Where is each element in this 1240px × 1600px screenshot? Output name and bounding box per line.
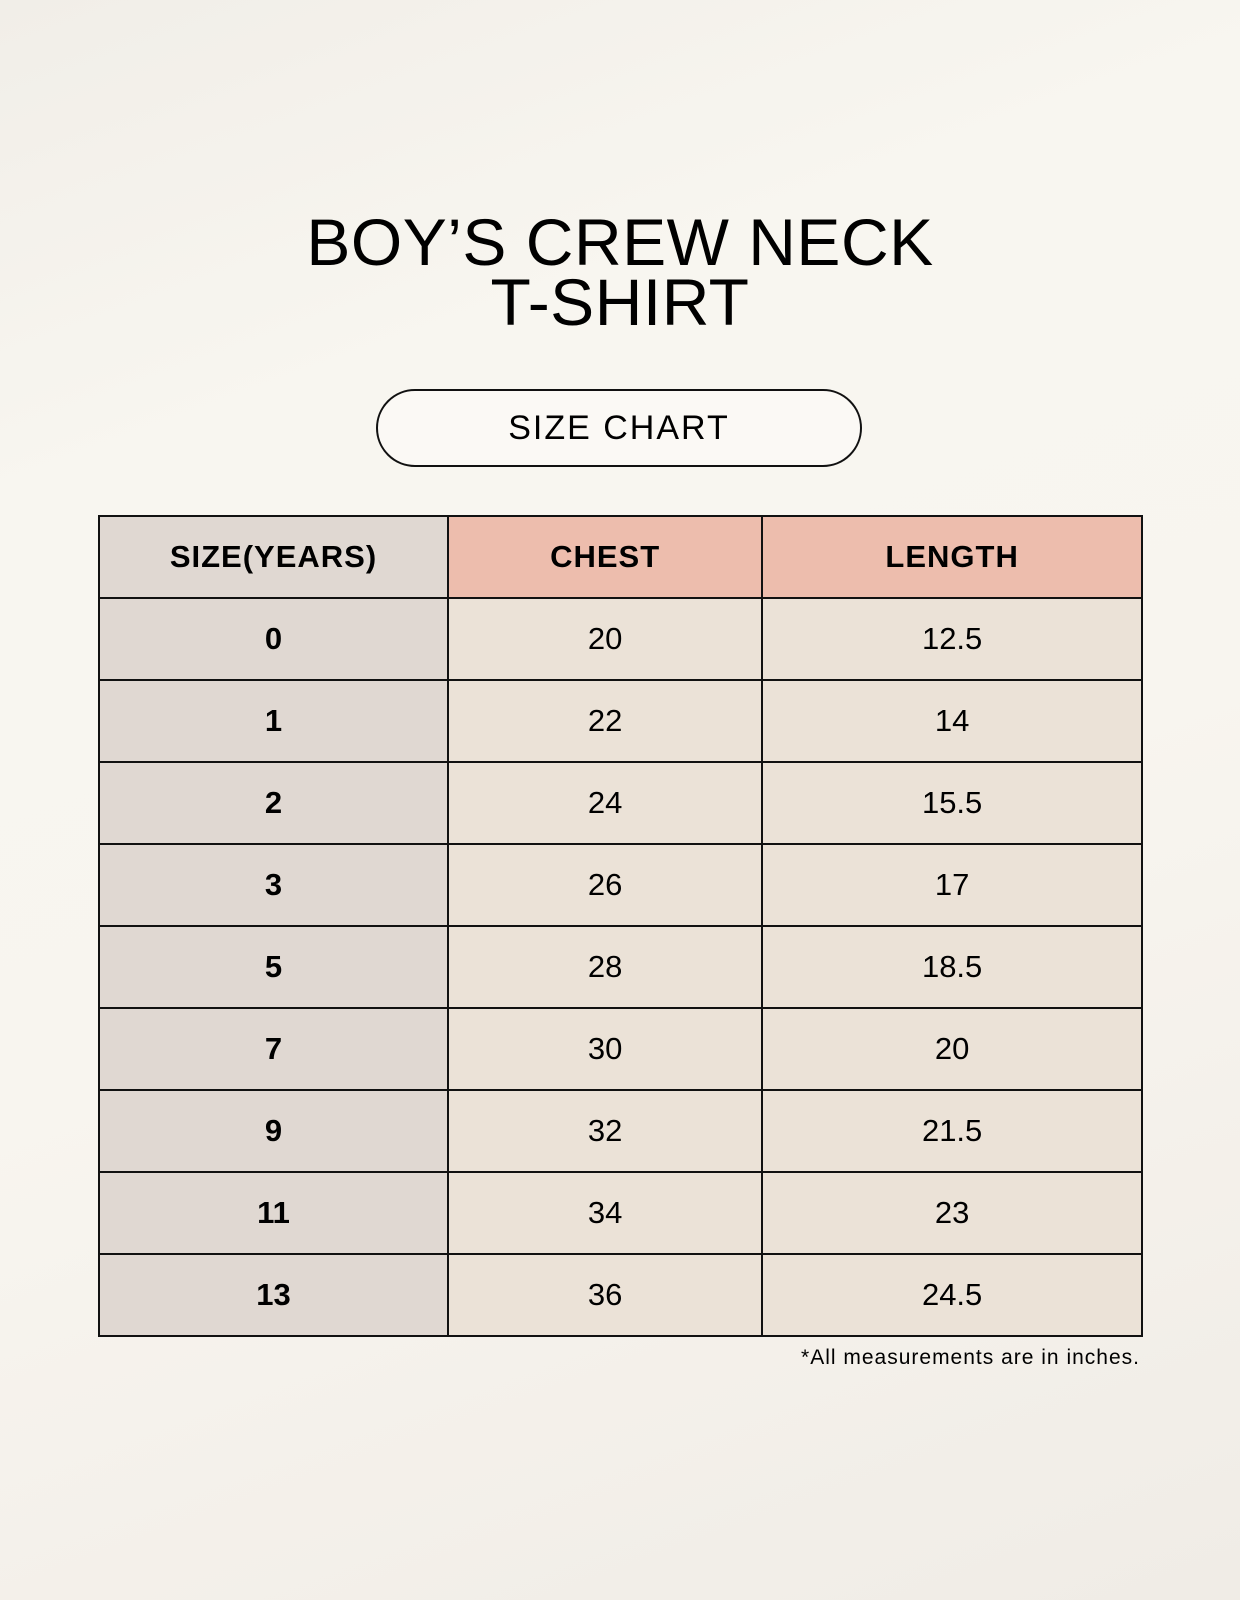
cell-chest: 28 — [446, 925, 764, 1009]
cell-size: 0 — [98, 597, 449, 681]
cell-size: 1 — [98, 679, 449, 763]
size-table: SIZE(YEARS) CHEST LENGTH 0 20 12.5 1 22 14 2 24… — [98, 515, 1143, 1337]
cell-length: 23 — [761, 1171, 1143, 1255]
cell-chest: 22 — [446, 679, 764, 763]
cell-chest: 20 — [446, 597, 764, 681]
cell-length: 17 — [761, 843, 1143, 927]
page-title: BOY’S CREW NECK T-SHIRT — [0, 205, 1240, 339]
table-header-row: SIZE(YEARS) CHEST LENGTH — [98, 515, 1143, 599]
cell-length: 20 — [761, 1007, 1143, 1091]
table-row: 3 26 17 — [98, 843, 1143, 927]
table-row: 5 28 18.5 — [98, 925, 1143, 1009]
cell-length: 14 — [761, 679, 1143, 763]
cell-length: 24.5 — [761, 1253, 1143, 1337]
table-row: 9 32 21.5 — [98, 1089, 1143, 1173]
cell-size: 3 — [98, 843, 449, 927]
cell-size: 7 — [98, 1007, 449, 1091]
footnote: *All measurements are in inches. — [801, 1346, 1140, 1369]
header-size: SIZE(YEARS) — [98, 515, 449, 599]
cell-length: 15.5 — [761, 761, 1143, 845]
cell-length: 18.5 — [761, 925, 1143, 1009]
size-chart-label: SIZE CHART — [376, 389, 862, 467]
cell-chest: 24 — [446, 761, 764, 845]
cell-size: 9 — [98, 1089, 449, 1173]
table-row: 11 34 23 — [98, 1171, 1143, 1255]
header-length: LENGTH — [761, 515, 1143, 599]
table-row: 13 36 24.5 — [98, 1253, 1143, 1337]
table-row: 0 20 12.5 — [98, 597, 1143, 681]
table-row: 1 22 14 — [98, 679, 1143, 763]
table-row: 7 30 20 — [98, 1007, 1143, 1091]
cell-chest: 30 — [446, 1007, 764, 1091]
title-line-1: BOY’S CREW NECK — [306, 205, 934, 279]
cell-chest: 32 — [446, 1089, 764, 1173]
cell-chest: 34 — [446, 1171, 764, 1255]
title-line-2: T-SHIRT — [490, 265, 750, 339]
cell-length: 12.5 — [761, 597, 1143, 681]
cell-size: 5 — [98, 925, 449, 1009]
cell-size: 2 — [98, 761, 449, 845]
cell-size: 11 — [98, 1171, 449, 1255]
header-chest: CHEST — [446, 515, 764, 599]
cell-length: 21.5 — [761, 1089, 1143, 1173]
cell-chest: 36 — [446, 1253, 764, 1337]
table-row: 2 24 15.5 — [98, 761, 1143, 845]
cell-size: 13 — [98, 1253, 449, 1337]
cell-chest: 26 — [446, 843, 764, 927]
